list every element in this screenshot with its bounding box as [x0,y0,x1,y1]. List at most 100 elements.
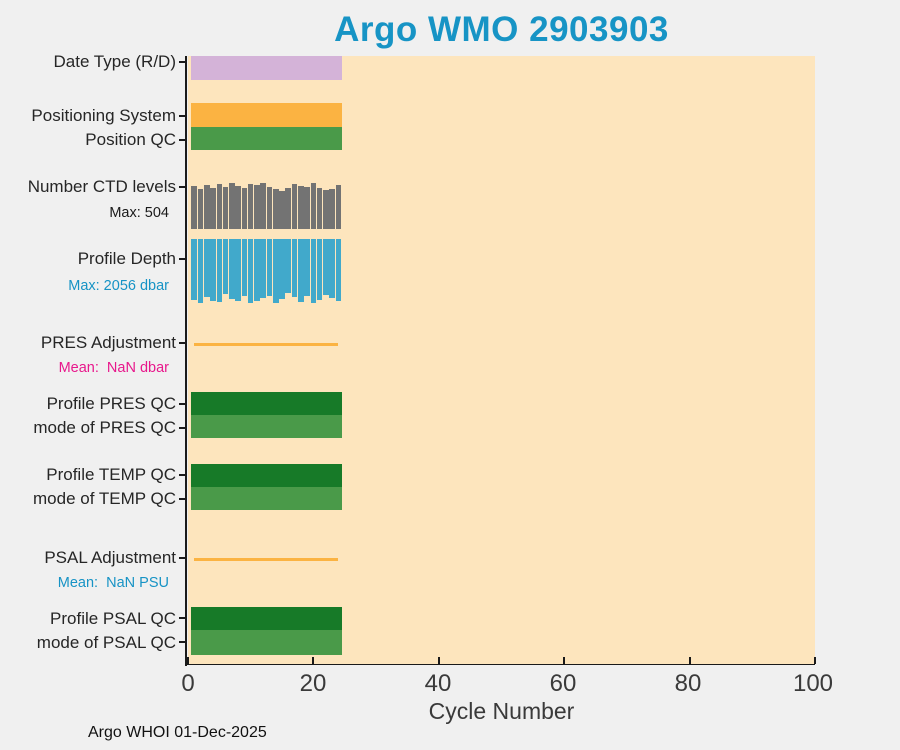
cycle-bar-profile-depth [197,239,204,303]
y-tick [179,641,185,643]
cycle-bar-ctd-levels [285,187,292,229]
cycle-bar-ctd-levels [247,184,254,229]
row-label-profile-temp-qc: Profile TEMP QC [46,465,176,484]
cycle-bar-ctd-levels [316,187,323,229]
y-tick [179,427,185,429]
cycle-bar-profile-depth [203,239,210,297]
bar-date-type [191,56,342,80]
cycle-bar-profile-depth [260,239,266,299]
cycle-bar-ctd-levels [272,188,279,229]
row-label-mode-psal-qc: mode of PSAL QC [36,633,176,652]
cycle-bar-profile-depth [266,239,273,296]
row-label-pres-adjustment: PRES Adjustment [40,333,176,352]
bar-profile-psal-qc [191,607,342,630]
y-tick [179,617,185,619]
cycle-bar-profile-depth [291,239,298,297]
cycle-bar-profile-depth [254,239,260,301]
bar-profile-pres-qc [191,392,342,415]
cycle-bar-profile-depth [335,239,342,301]
cycle-bar-ctd-levels [216,184,223,229]
y-tick [179,61,185,63]
x-tick-label-20: 20 [299,670,327,697]
bar-mode-pres-qc [191,415,342,438]
cycle-bar-ctd-levels [304,186,310,229]
cycle-bar-ctd-levels [235,185,241,229]
y-tick [179,498,185,500]
cycle-bar-ctd-levels [279,190,285,229]
x-tick [187,657,189,664]
cycle-bar-profile-depth [216,239,223,302]
row-sublabel-pres-mean: Mean: NaN dbar [58,360,169,376]
cycle-bar-profile-depth [310,239,317,303]
cycle-bar-profile-depth [329,239,335,299]
row-label-profile-depth: Profile Depth [77,249,176,268]
x-tick-label-0: 0 [181,670,195,697]
x-tick [437,657,440,664]
cycle-bar-ctd-levels [266,186,273,229]
cycle-bar-ctd-levels [335,184,342,229]
cycle-bar-ctd-levels [291,184,298,229]
row-sublabel-psal-mean: Mean: NaN PSU [57,575,169,591]
y-tick [179,139,185,141]
cycle-bar-ctd-levels [260,183,266,229]
bar-mode-psal-qc [191,630,342,655]
cycle-bar-ctd-levels [241,187,248,229]
cycle-bar-ctd-levels [329,188,335,229]
row-label-positioning-system: Positioning System [31,106,176,125]
cycle-bar-ctd-levels [323,189,329,229]
cycle-bar-ctd-levels [222,186,229,229]
cycle-bar-ctd-levels [310,183,317,229]
cycle-bar-profile-depth [222,239,229,294]
cycle-bar-profile-depth [247,239,254,303]
y-tick [179,474,185,476]
cycle-bar-ctd-levels [229,183,235,229]
cycle-bar-profile-depth [272,239,279,303]
cycle-bar-profile-depth [229,239,235,299]
bar-mode-temp-qc [191,487,342,510]
x-tick [563,657,566,664]
x-tick-label-100: 100 [792,670,834,697]
line-pres-adjustment [194,343,339,346]
row-label-mode-pres-qc: mode of PRES QC [33,418,176,437]
cycle-bar-profile-depth [285,239,292,293]
row-label-profile-pres-qc: Profile PRES QC [46,394,176,413]
row-label-position-qc: Position QC [85,130,176,149]
cycle-bar-profile-depth [316,239,323,300]
cycle-bar-profile-depth [241,239,248,296]
row-label-date-type: Date Type (R/D) [53,52,176,71]
row-sublabel-depth-max: Max: 2056 dbar [68,278,169,294]
row-sublabel-ctd-max: Max: 504 [109,205,169,221]
x-tick [312,657,315,664]
cycle-bar-ctd-levels [298,185,304,229]
cycle-bar-profile-depth [298,239,304,302]
y-tick [179,557,185,559]
y-tick [179,403,185,405]
x-tick-label-80: 80 [674,670,702,697]
page-title: Argo WMO 2903903 [334,10,669,49]
x-axis-line [185,663,815,665]
x-tick-label-40: 40 [424,670,452,697]
row-label-mode-temp-qc: mode of TEMP QC [33,489,176,508]
row-label-ctd-levels: Number CTD levels [27,177,176,196]
cycle-bar-ctd-levels [197,188,204,229]
bar-positioning-system [191,103,342,127]
y-axis-line [185,56,187,666]
y-tick [179,258,185,260]
cycle-bar-ctd-levels [254,184,260,229]
cycle-bar-ctd-levels [210,187,216,229]
cycle-bar-profile-depth [304,239,310,296]
footer-attribution: Argo WHOI 01-Dec-2025 [88,724,267,741]
bar-position-qc [191,127,342,150]
cycle-bar-ctd-levels [191,185,197,229]
cycle-bar-profile-depth [191,239,197,300]
plot-area [187,56,816,664]
x-tick-label-60: 60 [549,670,577,697]
cycle-bar-profile-depth [235,239,241,301]
x-tick [814,657,816,664]
x-axis-title: Cycle Number [428,698,575,724]
bar-profile-temp-qc [191,464,342,487]
x-tick [688,657,691,664]
cycle-bar-profile-depth [279,239,285,299]
cycle-bar-profile-depth [323,239,329,295]
